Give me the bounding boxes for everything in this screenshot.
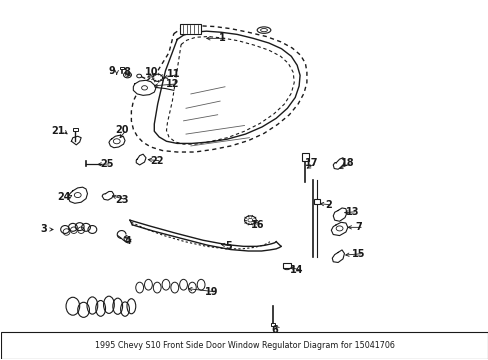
Polygon shape [332, 158, 344, 169]
Polygon shape [331, 250, 344, 262]
Circle shape [125, 73, 129, 76]
Text: 21: 21 [51, 126, 65, 135]
Text: 3: 3 [40, 225, 47, 234]
Text: 20: 20 [115, 125, 128, 135]
Text: 18: 18 [340, 158, 354, 168]
Circle shape [142, 86, 147, 90]
Bar [73, 128, 78, 131]
Polygon shape [332, 208, 346, 221]
Polygon shape [330, 222, 347, 235]
Polygon shape [68, 187, 87, 203]
Bar [180, 24, 200, 34]
Bar [120, 67, 123, 69]
Text: 6: 6 [271, 325, 278, 335]
Bar [314, 199, 320, 204]
Text: 4: 4 [125, 236, 132, 246]
Polygon shape [133, 80, 156, 95]
Text: 10: 10 [145, 67, 158, 77]
Text: 1995 Chevy S10 Front Side Door Window Regulator Diagram for 15041706: 1995 Chevy S10 Front Side Door Window Re… [94, 341, 394, 350]
Circle shape [123, 72, 131, 78]
Circle shape [137, 74, 142, 78]
Ellipse shape [257, 27, 270, 33]
Text: 22: 22 [150, 156, 163, 166]
Circle shape [113, 139, 120, 144]
Circle shape [247, 219, 252, 222]
Circle shape [244, 216, 256, 225]
Text: 17: 17 [305, 158, 318, 168]
Text: 5: 5 [225, 241, 232, 251]
Bar [0, 332, 488, 359]
Bar [302, 153, 308, 161]
Circle shape [153, 74, 162, 81]
Circle shape [74, 193, 81, 198]
Text: 2: 2 [325, 200, 331, 210]
Text: 13: 13 [346, 207, 359, 217]
Polygon shape [109, 135, 125, 148]
Text: 24: 24 [57, 192, 71, 202]
Circle shape [335, 226, 342, 231]
Text: 19: 19 [204, 287, 218, 297]
Text: 11: 11 [167, 69, 180, 79]
Polygon shape [136, 154, 146, 165]
Text: 14: 14 [290, 265, 303, 275]
Polygon shape [102, 192, 114, 200]
Bar [282, 263, 291, 268]
Text: 7: 7 [355, 222, 362, 232]
Text: 12: 12 [165, 79, 179, 89]
Polygon shape [71, 136, 81, 145]
Text: 25: 25 [100, 159, 114, 169]
Text: 9: 9 [108, 66, 115, 76]
Text: 16: 16 [251, 220, 264, 230]
Ellipse shape [260, 28, 267, 32]
Text: 8: 8 [123, 67, 130, 77]
Bar [270, 323, 274, 326]
Text: 15: 15 [352, 248, 365, 258]
Text: 1: 1 [219, 33, 225, 43]
Text: 23: 23 [115, 195, 128, 205]
